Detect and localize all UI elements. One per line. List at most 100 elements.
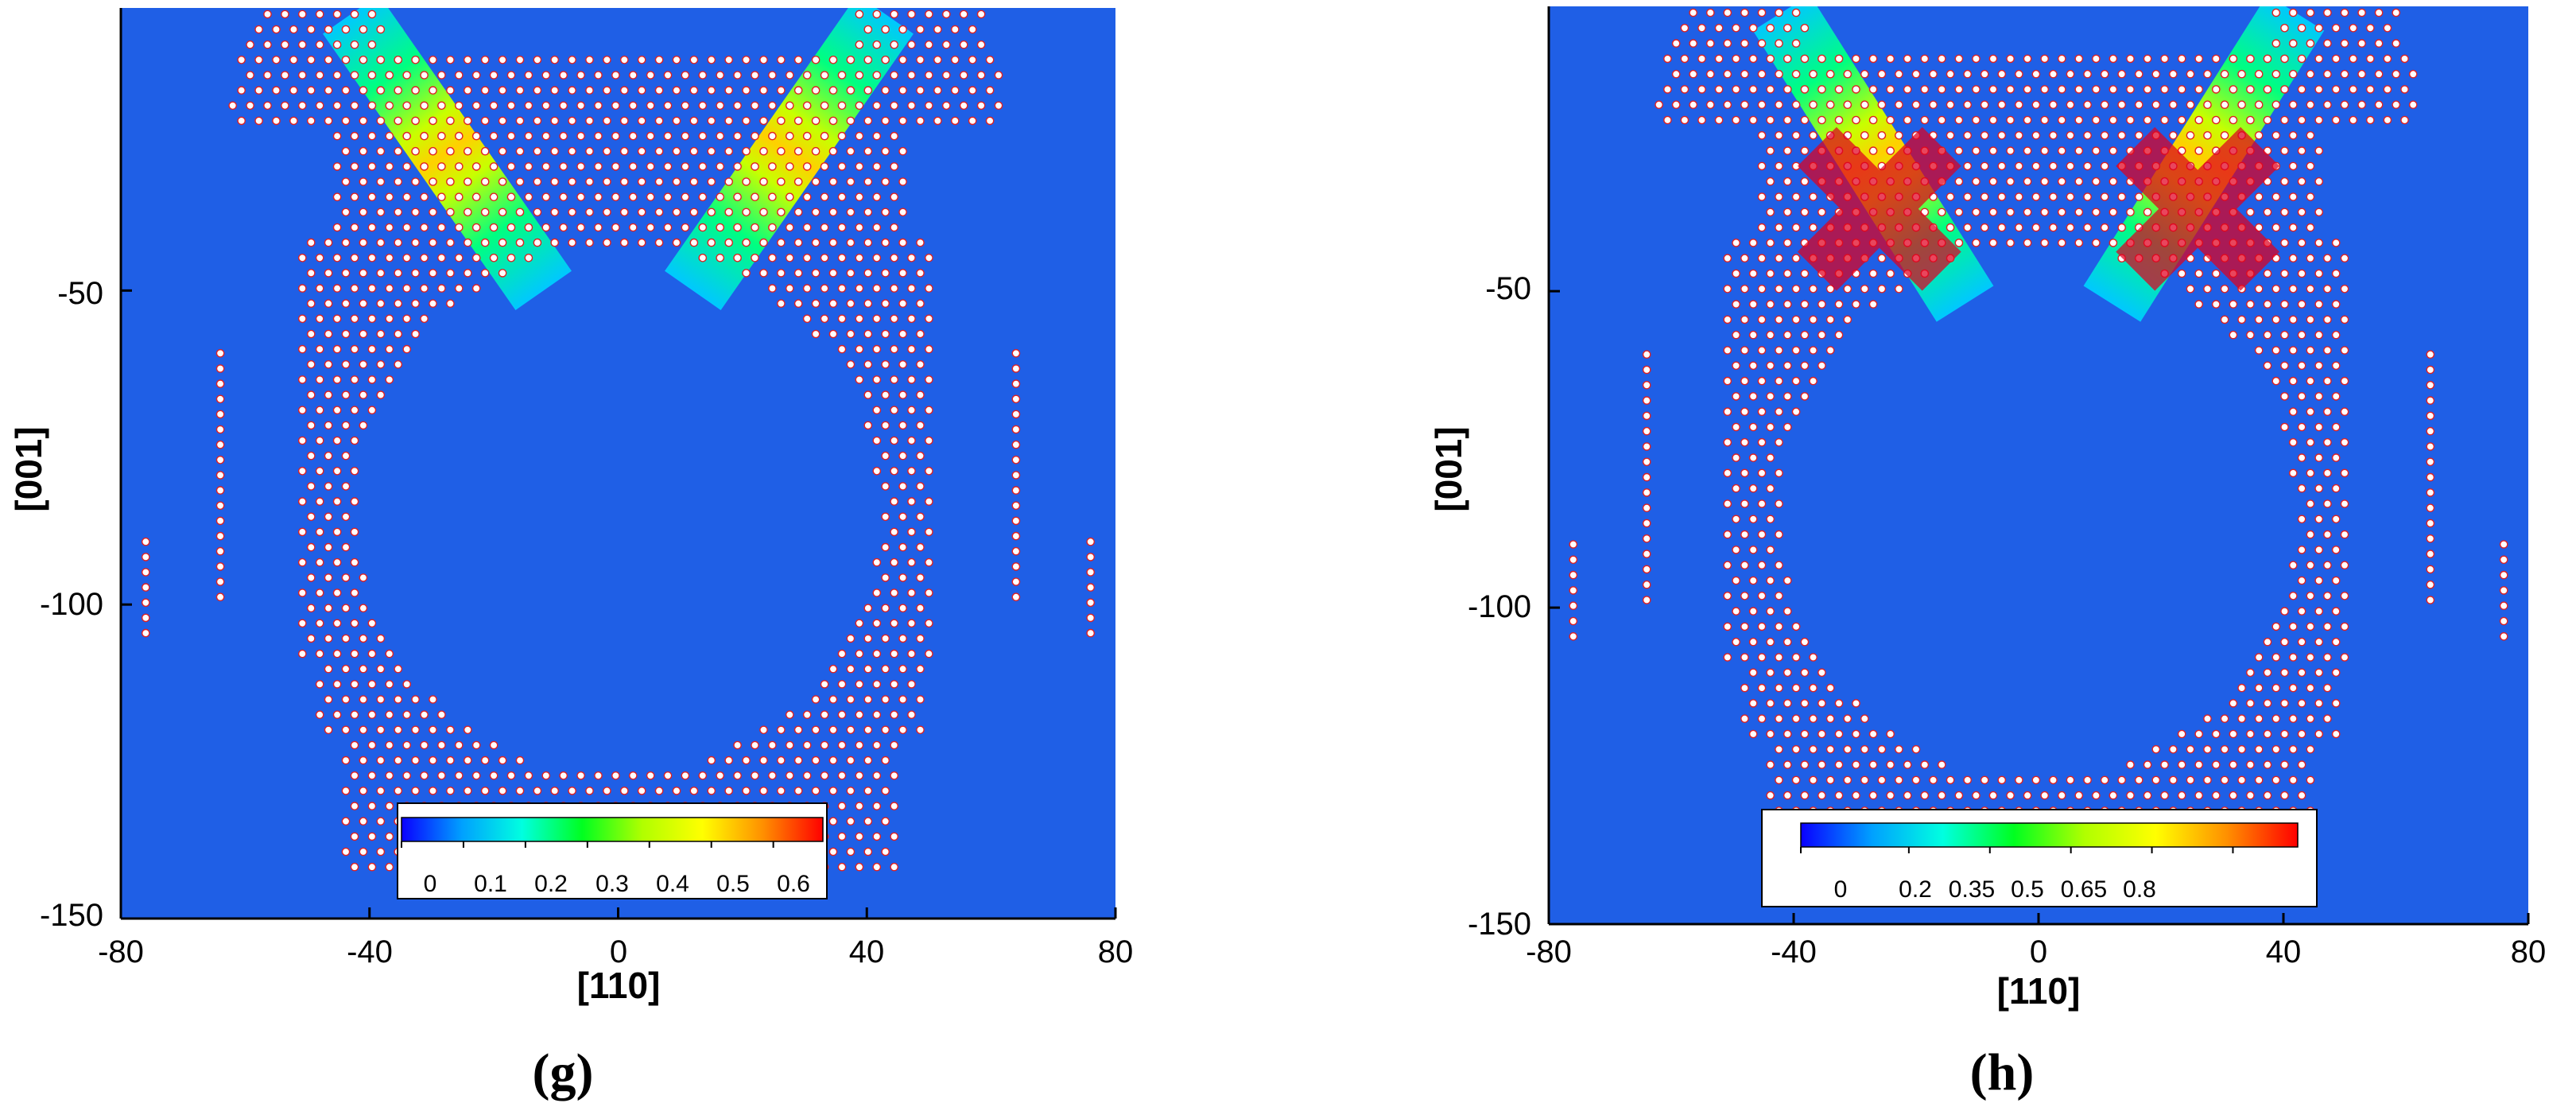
atom <box>2297 300 2306 309</box>
atom <box>1988 791 1998 800</box>
atom <box>324 604 333 613</box>
atom <box>2331 699 2341 708</box>
atom <box>1775 745 1783 754</box>
atom <box>1748 699 1758 708</box>
atom <box>890 375 898 384</box>
atom <box>429 177 437 186</box>
atom <box>2271 376 2281 386</box>
atom <box>2194 791 2203 800</box>
atom <box>1642 426 1651 436</box>
atom <box>1748 300 1758 309</box>
atom <box>1680 23 1690 33</box>
atom <box>2031 100 2041 109</box>
atom <box>2297 269 2306 278</box>
atom <box>828 208 838 217</box>
atom <box>306 542 316 552</box>
atom <box>429 208 437 217</box>
atom <box>367 740 377 750</box>
atom <box>1757 653 1767 662</box>
atom <box>933 25 942 34</box>
atom <box>1775 622 1783 631</box>
atom <box>863 756 873 765</box>
atom <box>594 131 603 141</box>
x-tick-label: -80 <box>98 934 144 969</box>
atom <box>437 284 446 293</box>
atom <box>2314 177 2323 186</box>
atom <box>2297 23 2306 33</box>
atom <box>594 71 603 80</box>
atom <box>811 756 821 765</box>
atom <box>455 71 464 80</box>
atom <box>568 146 576 156</box>
atom <box>951 116 960 126</box>
atom <box>916 664 925 674</box>
atom <box>394 787 403 795</box>
atom <box>777 116 786 126</box>
atom <box>1740 69 1749 79</box>
atom <box>751 740 759 750</box>
atom <box>2117 100 2126 109</box>
atom <box>916 695 925 704</box>
atom <box>350 710 359 720</box>
atom <box>2306 530 2315 539</box>
atom <box>2186 775 2195 785</box>
atom <box>1809 130 1818 140</box>
atom <box>1783 576 1792 585</box>
atom <box>681 131 690 141</box>
atom <box>1852 699 1860 708</box>
atom <box>768 192 777 201</box>
atom <box>367 314 377 324</box>
atom <box>2151 775 2161 785</box>
atom <box>620 146 629 156</box>
atom <box>324 86 333 95</box>
atom <box>863 177 873 186</box>
atom <box>2246 54 2255 64</box>
atom <box>2323 622 2332 631</box>
atom <box>811 116 821 126</box>
atom <box>2254 714 2264 724</box>
atom <box>811 269 821 278</box>
atom <box>881 604 890 613</box>
atom <box>2306 468 2315 478</box>
atom <box>2297 576 2306 585</box>
atom <box>846 329 855 339</box>
atom <box>2426 534 2435 543</box>
atom <box>2057 85 2066 94</box>
atom <box>2263 760 2272 769</box>
atom <box>2340 438 2349 447</box>
atom <box>1766 177 1775 186</box>
atom <box>2297 392 2306 401</box>
atom <box>2374 39 2384 48</box>
atom <box>2151 69 2161 79</box>
atom <box>594 771 603 780</box>
atom <box>681 71 690 80</box>
atom <box>515 177 525 186</box>
atom <box>332 406 342 415</box>
atom <box>1825 315 1835 324</box>
atom <box>1748 85 1758 94</box>
atom <box>863 329 873 339</box>
atom <box>959 10 968 19</box>
colorbar-tick-label: 0.2 <box>534 871 568 897</box>
atom <box>2229 729 2238 739</box>
atom <box>385 710 394 720</box>
atom <box>1843 315 1852 324</box>
atom <box>489 740 499 750</box>
colorbar-tick-label: 0.2 <box>1899 876 1932 903</box>
atom <box>1997 130 2007 140</box>
atom <box>689 238 699 247</box>
atom <box>1783 269 1792 278</box>
atom <box>1800 361 1810 371</box>
atom <box>959 40 968 49</box>
atom <box>394 725 403 735</box>
atom <box>2143 760 2152 769</box>
atom <box>2143 115 2152 125</box>
atom <box>1843 69 1852 79</box>
atom <box>751 101 759 111</box>
atom <box>1877 100 1887 109</box>
atom <box>315 344 324 354</box>
atom <box>2306 223 2315 232</box>
atom <box>1783 330 1792 340</box>
atom <box>297 619 307 628</box>
atom <box>2306 254 2315 263</box>
